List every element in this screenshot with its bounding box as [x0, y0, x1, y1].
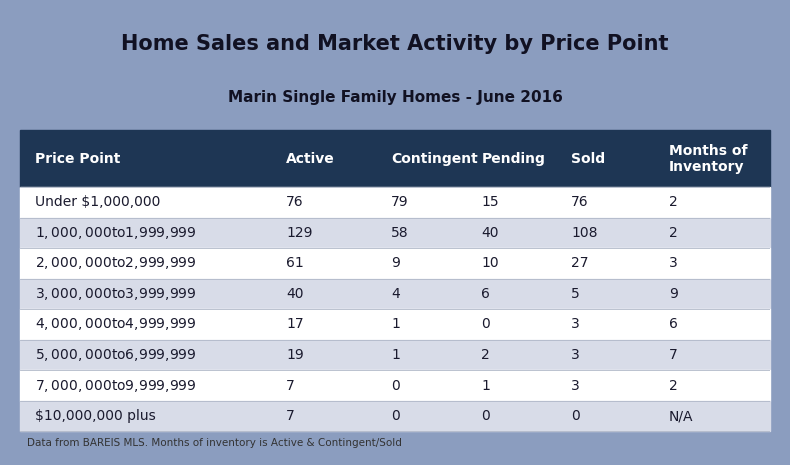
Text: 9: 9 — [391, 257, 400, 271]
Text: 5: 5 — [571, 287, 580, 301]
Text: 40: 40 — [481, 226, 498, 240]
Text: N/A: N/A — [669, 409, 694, 423]
Text: $7,000,000 to $9,999,999: $7,000,000 to $9,999,999 — [35, 378, 197, 393]
Text: Price Point: Price Point — [35, 152, 120, 166]
Bar — [20, 401, 770, 432]
Text: $2,000,000 to $2,999,999: $2,000,000 to $2,999,999 — [35, 255, 197, 272]
Bar — [20, 187, 770, 218]
Text: Sold: Sold — [571, 152, 605, 166]
Text: 3: 3 — [669, 257, 678, 271]
Text: 108: 108 — [571, 226, 598, 240]
Text: Marin Single Family Homes - June 2016: Marin Single Family Homes - June 2016 — [228, 90, 562, 106]
Text: 0: 0 — [481, 409, 490, 423]
Text: 0: 0 — [481, 318, 490, 332]
Bar — [20, 340, 770, 370]
Text: 0: 0 — [571, 409, 580, 423]
Text: 79: 79 — [391, 195, 409, 209]
Text: Active: Active — [286, 152, 335, 166]
Text: Data from BAREIS MLS. Months of inventory is Active & Contingent/Sold: Data from BAREIS MLS. Months of inventor… — [27, 438, 402, 449]
Bar — [20, 279, 770, 309]
Text: 2: 2 — [669, 226, 678, 240]
Bar — [20, 248, 770, 279]
Text: $1,000,000 to $1,999,999: $1,000,000 to $1,999,999 — [35, 225, 197, 241]
Text: 4: 4 — [391, 287, 400, 301]
Bar — [20, 370, 770, 401]
Text: 1: 1 — [391, 318, 400, 332]
Text: 7: 7 — [286, 409, 295, 423]
Text: 3: 3 — [571, 379, 580, 392]
Text: 1: 1 — [481, 379, 490, 392]
Text: 2: 2 — [669, 195, 678, 209]
Text: Contingent: Contingent — [391, 152, 478, 166]
Text: 27: 27 — [571, 257, 589, 271]
Text: 58: 58 — [391, 226, 409, 240]
Text: 0: 0 — [391, 409, 400, 423]
Text: 1: 1 — [391, 348, 400, 362]
Text: 19: 19 — [286, 348, 304, 362]
Text: 6: 6 — [481, 287, 490, 301]
Bar — [20, 130, 770, 187]
Text: 2: 2 — [669, 379, 678, 392]
Text: 3: 3 — [571, 348, 580, 362]
Text: 76: 76 — [286, 195, 304, 209]
Text: 7: 7 — [286, 379, 295, 392]
Text: Pending: Pending — [481, 152, 545, 166]
Text: 10: 10 — [481, 257, 499, 271]
Text: $10,000,000 plus: $10,000,000 plus — [35, 409, 156, 423]
Text: 17: 17 — [286, 318, 304, 332]
Text: 40: 40 — [286, 287, 303, 301]
Text: Under $1,000,000: Under $1,000,000 — [35, 195, 160, 209]
Text: $3,000,000 to $3,999,999: $3,000,000 to $3,999,999 — [35, 286, 197, 302]
Text: $5,000,000 to $6,999,999: $5,000,000 to $6,999,999 — [35, 347, 197, 363]
Text: Home Sales and Market Activity by Price Point: Home Sales and Market Activity by Price … — [121, 34, 669, 54]
Text: 7: 7 — [669, 348, 678, 362]
Text: 9: 9 — [669, 287, 678, 301]
Bar — [20, 218, 770, 248]
Text: 2: 2 — [481, 348, 490, 362]
Text: Months of
Inventory: Months of Inventory — [669, 144, 747, 174]
Text: 61: 61 — [286, 257, 304, 271]
Text: 0: 0 — [391, 379, 400, 392]
Text: 6: 6 — [669, 318, 678, 332]
Bar — [20, 309, 770, 340]
Text: 129: 129 — [286, 226, 313, 240]
Text: 15: 15 — [481, 195, 499, 209]
Text: 3: 3 — [571, 318, 580, 332]
Text: $4,000,000 to $4,999,999: $4,000,000 to $4,999,999 — [35, 317, 197, 332]
Text: 76: 76 — [571, 195, 589, 209]
